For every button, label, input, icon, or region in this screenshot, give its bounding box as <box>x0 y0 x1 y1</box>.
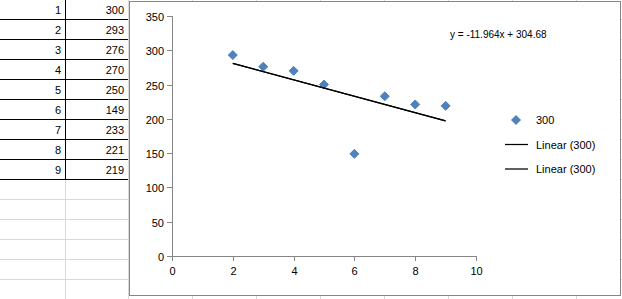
point <box>380 92 389 101</box>
plot-marks <box>228 51 450 159</box>
y-tick-label: 350 <box>146 11 164 23</box>
legend-label: 300 <box>536 114 554 126</box>
y-tick-label: 150 <box>146 148 164 160</box>
y-tick <box>167 50 172 51</box>
x-tick <box>415 256 416 261</box>
cell-text: 276 <box>106 44 124 56</box>
sheet-gridline <box>128 0 129 299</box>
x-tick-label: 2 <box>230 265 236 277</box>
legend-swatch <box>505 168 528 169</box>
x-tick-label: 4 <box>291 265 297 277</box>
y-tick-label: 100 <box>146 182 164 194</box>
y-tick-label: 200 <box>146 114 164 126</box>
cell-border <box>0 59 128 60</box>
cell-text: 5 <box>55 84 61 96</box>
equation: y = -11.964x + 304.68 <box>450 29 547 40</box>
y-tick <box>167 256 172 257</box>
chart-area <box>130 2 621 296</box>
y-axis-line <box>172 16 173 256</box>
point <box>350 149 359 158</box>
y-tick <box>167 16 172 17</box>
y-tick <box>167 187 172 188</box>
x-tick-label: 10 <box>470 265 482 277</box>
x-tick <box>294 256 295 261</box>
cell-border <box>0 159 128 160</box>
legend-label: Linear (300) <box>536 163 595 175</box>
cell-border <box>65 0 66 180</box>
x-tick <box>172 256 173 261</box>
point <box>259 62 268 71</box>
x-tick-label: 0 <box>169 265 175 277</box>
y-tick <box>167 85 172 86</box>
y-tick <box>167 153 172 154</box>
cell-text: 221 <box>106 144 124 156</box>
cell-text: 8 <box>55 144 61 156</box>
cell-border <box>0 99 128 100</box>
cell-text: 270 <box>106 64 124 76</box>
y-tick <box>167 222 172 223</box>
trend-line <box>233 63 446 121</box>
legend: 300 Linear (300) Linear (300) <box>505 114 595 175</box>
cell-border <box>0 179 128 180</box>
cell-border <box>0 39 128 40</box>
cell-text: 219 <box>106 164 124 176</box>
x-tick-label: 6 <box>351 265 357 277</box>
cell-border <box>0 79 128 80</box>
y-tick-label: 250 <box>146 80 164 92</box>
cell-text: 233 <box>106 124 124 136</box>
cell-text: 250 <box>106 84 124 96</box>
x-tick <box>233 256 234 261</box>
cell-text: 6 <box>55 104 61 116</box>
point <box>228 51 237 60</box>
cell-border <box>0 139 128 140</box>
cell-text: 149 <box>106 104 124 116</box>
cell-text: 1 <box>55 4 61 16</box>
legend-swatch <box>512 116 521 125</box>
legend-label: Linear (300) <box>536 139 595 151</box>
cell-text: 293 <box>106 24 124 36</box>
cell-text: 9 <box>55 164 61 176</box>
x-tick <box>354 256 355 261</box>
point <box>289 66 298 75</box>
sheet-gridline <box>65 0 66 299</box>
y-tick-label: 300 <box>146 45 164 57</box>
axes: 0 50 100 150 200 250 300 350 0 2 4 6 8 10 <box>146 11 483 278</box>
page: 1 300 2 293 3 276 4 270 5 250 6 149 7 233 8 221 9 219 0 50 1… <box>0 0 622 299</box>
cell-text: 3 <box>55 44 61 56</box>
x-tick <box>476 256 477 261</box>
y-tick <box>167 119 172 120</box>
trend-line <box>233 63 446 121</box>
legend-swatch <box>505 144 528 145</box>
y-tick-label: 50 <box>152 217 164 229</box>
cell-border <box>0 119 128 120</box>
spreadsheet: 130022933276427052506149723382219219 <box>0 0 622 299</box>
point <box>441 101 450 110</box>
x-axis-line <box>172 256 476 257</box>
point <box>411 100 420 109</box>
cell-text: 2 <box>55 24 61 36</box>
cell-text: 4 <box>55 64 61 76</box>
cell-text: 300 <box>106 4 124 16</box>
cell-text: 7 <box>55 124 61 136</box>
x-tick-label: 8 <box>412 265 418 277</box>
cell-border <box>0 19 128 20</box>
y-tick-label: 0 <box>158 251 164 263</box>
chart: 0 50 100 150 200 250 300 350 0 2 4 6 8 10 y = -11.964x… <box>130 2 621 296</box>
